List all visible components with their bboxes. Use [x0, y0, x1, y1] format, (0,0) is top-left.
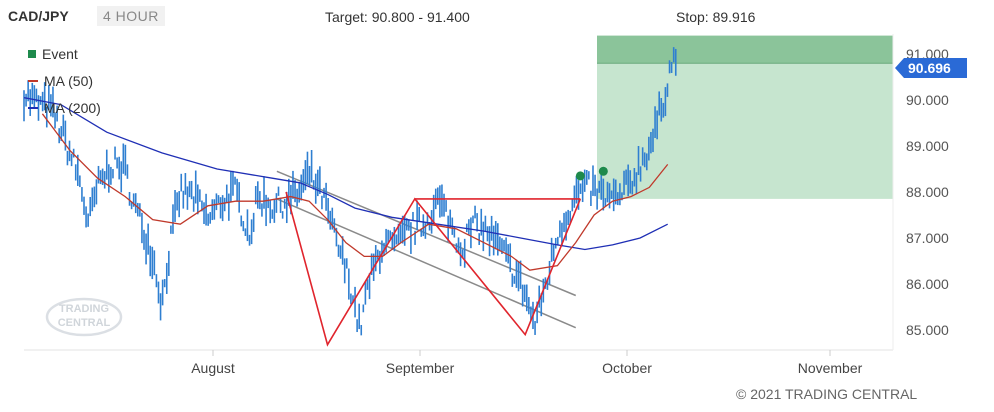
- watermark-line1: TRADING: [59, 303, 109, 315]
- y-tick-label: 89.000: [906, 138, 949, 154]
- ma200-line: [23, 97, 668, 251]
- event-swatch: [28, 49, 36, 58]
- ma200-swatch: [28, 106, 38, 109]
- copyright-text: © 2021 TRADING CENTRAL: [736, 386, 918, 402]
- chart-header: CAD/JPY 4 HOUR Target: 90.800 - 91.400 S…: [0, 0, 994, 34]
- legend-label-ma50: MA (50): [44, 72, 94, 89]
- target-label: Target: 90.800 - 91.400: [325, 9, 470, 25]
- legend-label-ma200: MA (200): [44, 99, 101, 116]
- current-price-tag: [895, 57, 967, 78]
- pattern-line: [285, 191, 582, 347]
- y-tick-label: 87.000: [906, 230, 949, 246]
- event-marker-1: [575, 171, 585, 181]
- x-tick-label: August: [191, 360, 235, 376]
- legend-item-ma200: MA (200): [28, 94, 101, 121]
- channel-line-1: [276, 170, 577, 297]
- event-marker-2: [598, 166, 608, 176]
- x-tick-label: September: [386, 360, 455, 376]
- symbol-label: CAD/JPY: [8, 8, 69, 24]
- target-zone: [597, 35, 893, 64]
- trading-central-watermark: TRADING CENTRAL: [45, 297, 123, 337]
- projection-zone: [597, 63, 893, 199]
- stop-label: Stop: 89.916: [676, 9, 756, 25]
- y-tick-label: 86.000: [906, 276, 949, 292]
- legend-item-ma50: MA (50): [28, 67, 101, 94]
- watermark-ring: [45, 297, 123, 337]
- x-tick-label: November: [798, 360, 863, 376]
- ma50-line: [41, 113, 669, 271]
- y-tick-label: 88.000: [906, 184, 949, 200]
- ma50-swatch: [28, 79, 38, 82]
- y-tick-label: 85.000: [906, 322, 949, 338]
- timeframe-badge[interactable]: 4 HOUR: [97, 6, 165, 26]
- chart-legend: Event MA (50) MA (200): [28, 40, 101, 121]
- legend-label-event: Event: [42, 45, 78, 62]
- current-price-label: 90.696: [908, 60, 951, 76]
- x-tick-label: October: [602, 360, 652, 376]
- channel-line-2: [276, 198, 577, 329]
- watermark-line2: CENTRAL: [58, 317, 111, 329]
- y-tick-label: 90.000: [906, 92, 949, 108]
- price-bars: [23, 47, 677, 336]
- legend-item-event: Event: [28, 40, 101, 67]
